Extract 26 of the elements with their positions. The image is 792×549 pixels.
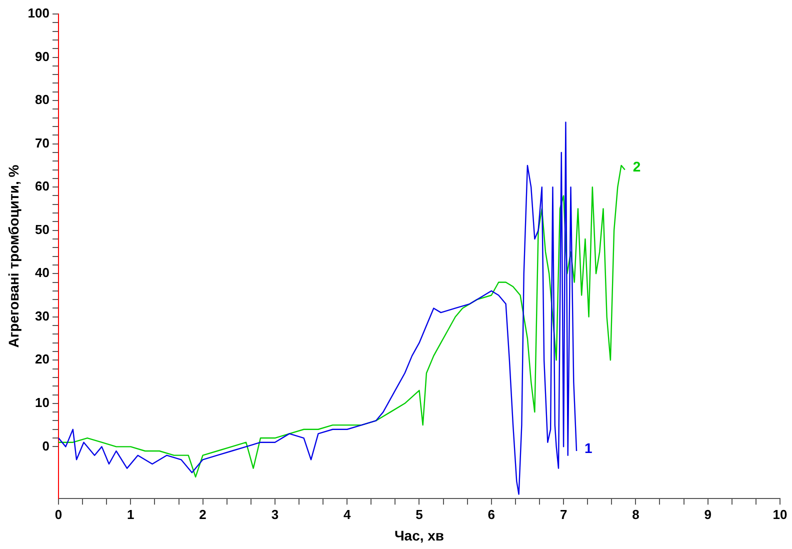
x-tick-label: 1: [127, 506, 134, 522]
x-tick-label: 8: [632, 506, 640, 522]
series-label: 2: [632, 158, 641, 175]
x-tick-label: 0: [54, 506, 62, 522]
x-tick-label: 9: [704, 506, 712, 522]
x-tick-label: 7: [560, 506, 568, 522]
y-tick-label: 30: [35, 308, 50, 324]
x-tick-label: 6: [488, 506, 496, 522]
y-tick-label: 80: [35, 92, 50, 108]
x-tick-label: 5: [416, 506, 423, 522]
y-tick-label: 60: [35, 178, 50, 194]
y-tick-label: 70: [35, 135, 50, 150]
y-tick-label: 100: [28, 6, 50, 21]
y-tick-label: 20: [35, 352, 50, 367]
x-axis-title: Час, хв: [394, 527, 444, 544]
y-tick-label: 90: [35, 48, 50, 64]
y-tick-label: 50: [35, 222, 50, 237]
x-tick-label: 10: [772, 506, 788, 522]
y-tick-label: 10: [35, 394, 50, 410]
x-tick-label: 4: [343, 506, 352, 522]
x-tick-label: 2: [199, 506, 206, 522]
y-axis-title: Агреговані тромбоцити, %: [5, 164, 22, 348]
series-label: 1: [584, 440, 593, 456]
y-tick-label: 0: [42, 438, 50, 454]
x-tick-label: 3: [271, 506, 279, 522]
y-tick-label: 40: [35, 265, 50, 280]
